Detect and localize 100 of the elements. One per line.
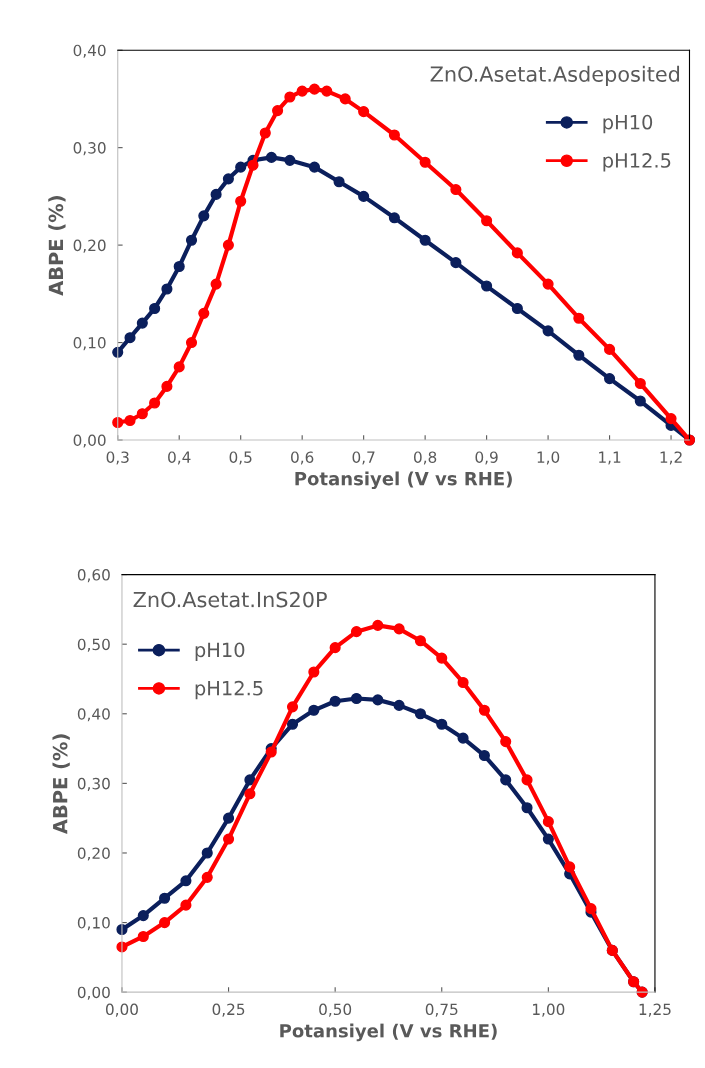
point (511, 247, 523, 259)
point (573, 312, 585, 324)
point (665, 413, 677, 425)
point (457, 676, 469, 689)
point (149, 397, 161, 409)
point (358, 106, 370, 118)
x-tick-label: 0,7 (352, 451, 375, 465)
point (604, 373, 616, 385)
point (542, 278, 554, 290)
point (339, 93, 351, 105)
point (244, 788, 256, 800)
x-axis-title: Potansiyel (V vs RHE) (295, 471, 512, 490)
point (542, 816, 554, 828)
point (393, 699, 405, 711)
x-tick-label: 0,50 (319, 1003, 352, 1017)
point (500, 736, 512, 748)
y-tick-label: 0,50 (77, 638, 110, 652)
point (308, 161, 321, 173)
point (414, 635, 426, 647)
point (372, 694, 384, 706)
point (265, 151, 277, 163)
text: ZnO.Asetat.Asdeposited (430, 65, 680, 86)
point (286, 718, 299, 730)
point (286, 701, 299, 713)
point (159, 892, 171, 904)
point (198, 210, 210, 222)
x-tick-label: 0,8 (413, 451, 437, 465)
point (419, 234, 431, 246)
point (149, 302, 161, 315)
point (161, 283, 173, 295)
point (308, 704, 320, 716)
point (436, 652, 448, 664)
point (222, 239, 234, 251)
point (457, 732, 469, 744)
x-tick-label: 1,25 (639, 1003, 671, 1017)
point (124, 332, 136, 344)
y-tick-label: 0,30 (77, 777, 110, 791)
point (393, 623, 405, 635)
legend-label: pH12.5 (603, 153, 671, 172)
point (511, 302, 523, 315)
point (284, 154, 296, 166)
point (247, 159, 259, 171)
y-tick-label: 0,10 (77, 917, 110, 931)
x-tick-label: 0,75 (425, 1003, 458, 1017)
x-tick-label: 0,3 (106, 451, 129, 465)
x-tick-label: 0,4 (168, 451, 191, 465)
x-tick-label: 0,5 (229, 451, 252, 465)
point (222, 173, 234, 185)
y-tick-label: 0,60 (77, 569, 110, 583)
point (210, 278, 222, 290)
point (201, 847, 213, 859)
point (604, 343, 616, 355)
point (124, 414, 136, 427)
point (259, 127, 271, 139)
point (136, 408, 148, 420)
point (564, 861, 576, 873)
point (436, 718, 448, 730)
point (358, 190, 370, 202)
y-tick-label: 0,40 (73, 44, 106, 58)
point (573, 349, 585, 361)
y-tick-label: 0,10 (73, 337, 106, 351)
point (481, 280, 493, 292)
point (388, 212, 400, 224)
y-tick-label: 0,30 (73, 142, 106, 156)
legend-label: pH12.5 (195, 680, 263, 700)
legend-label: pH10 (603, 114, 653, 134)
point (521, 774, 533, 786)
point (542, 325, 554, 337)
point (185, 337, 198, 349)
y-axis-title: ABPE (%) (48, 196, 66, 296)
point (350, 626, 363, 638)
point (329, 642, 341, 654)
point (478, 704, 490, 716)
point (159, 917, 171, 929)
point (137, 930, 149, 943)
point (161, 380, 173, 392)
x-tick-label: 0,00 (105, 1003, 138, 1017)
point (481, 215, 493, 227)
x-tick-label: 1,2 (660, 451, 682, 465)
x-tick-label: 0,25 (212, 1003, 245, 1017)
point (388, 129, 400, 141)
point (450, 257, 462, 269)
x-axis-title: Potansiyel (V vs RHE) (280, 1023, 497, 1042)
point (180, 875, 192, 887)
point (333, 176, 345, 188)
point (210, 188, 222, 200)
point (223, 833, 235, 845)
point (478, 749, 490, 762)
point (500, 774, 512, 786)
point (321, 85, 333, 97)
point (235, 161, 247, 173)
point (634, 377, 646, 390)
text: ZnO.Asetat.InS20P (133, 591, 327, 608)
x-tick-label: 0,9 (475, 451, 498, 465)
y-tick-label: 0,20 (77, 847, 110, 861)
point (414, 708, 426, 720)
x-tick-label: 1,1 (599, 451, 621, 465)
point (223, 812, 235, 824)
point (185, 234, 198, 246)
y-tick-label: 0,00 (77, 986, 110, 1000)
